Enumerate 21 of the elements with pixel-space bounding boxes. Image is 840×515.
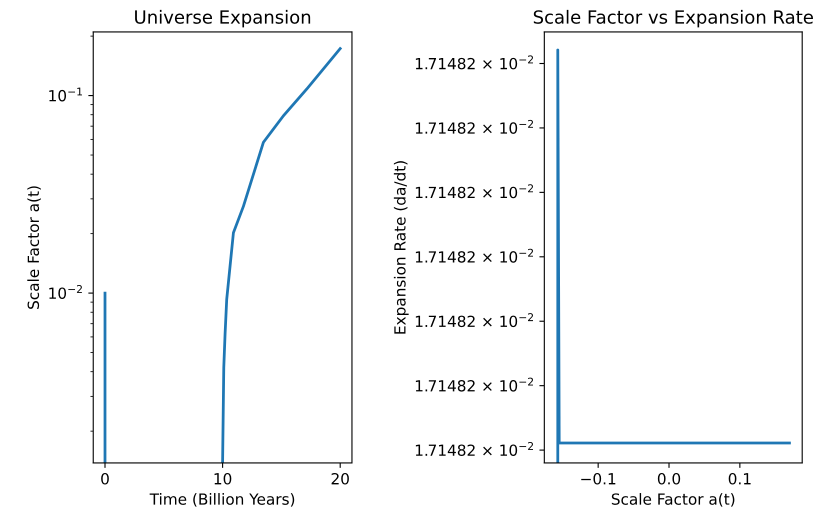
y-axis-title: Expansion Rate (da/dt) xyxy=(394,161,409,334)
y-tick-label: 1.71482 × 10$^{−2}$ xyxy=(416,313,533,328)
x-tick-label: 20 xyxy=(332,472,349,485)
chart-title: Scale Factor vs Expansion Rate xyxy=(534,10,813,28)
x-tick-label: 0 xyxy=(101,472,109,485)
y-tick-label: 1.71482 × 10$^{−2}$ xyxy=(416,378,533,392)
x-axis-title: Scale Factor a(t) xyxy=(612,493,734,507)
y-tick-label: 1.71482 × 10$^{−2}$ xyxy=(416,442,533,456)
y-tick-label: 1.71482 × 10$^{−2}$ xyxy=(416,55,533,70)
y-tick-label: 1.71482 × 10$^{−2}$ xyxy=(416,120,533,134)
x-axis-title: Time (Billion Years) xyxy=(150,493,294,507)
y-tick-label: 1.71482 × 10$^{−2}$ xyxy=(416,248,533,263)
x-tick-label: 0.0 xyxy=(658,472,680,485)
y-tick-label: 1.71482 × 10$^{−2}$ xyxy=(416,184,533,198)
chart-title: Universe Expansion xyxy=(135,10,310,28)
x-tick-label: −0.1 xyxy=(581,472,616,485)
x-tick-label: 10 xyxy=(214,472,232,485)
y-tick-label: 10$^{−2}$ xyxy=(49,284,82,299)
y-tick-label: 10$^{−1}$ xyxy=(49,88,82,102)
y-axis-title: Scale Factor a(t) xyxy=(27,186,41,309)
x-tick-label: 0.1 xyxy=(728,472,751,485)
